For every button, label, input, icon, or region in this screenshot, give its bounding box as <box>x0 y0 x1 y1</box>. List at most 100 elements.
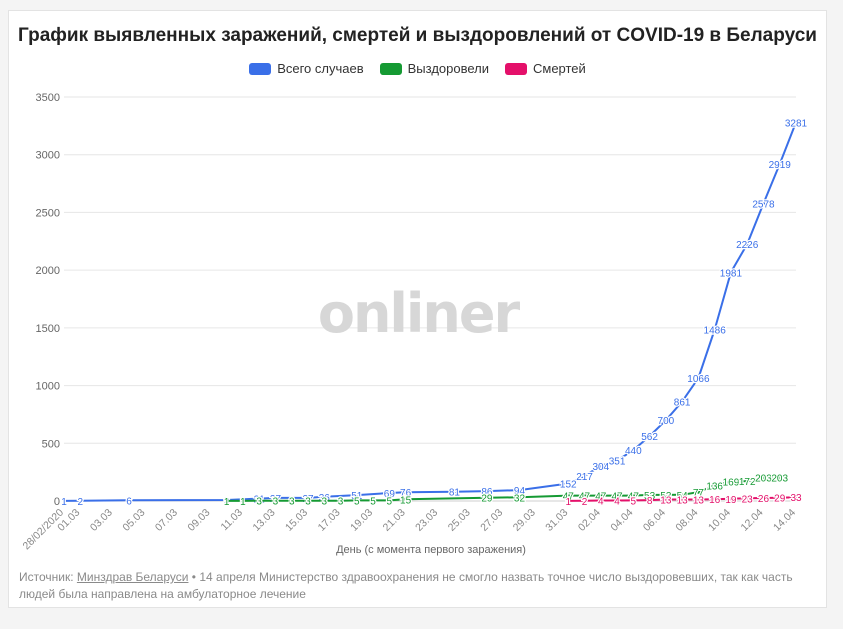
series-total-data-label: 76 <box>400 488 412 499</box>
x-tick-label: 31.03 <box>543 507 570 534</box>
series-total-data-label: 2226 <box>736 240 759 251</box>
series-total-point <box>566 481 570 486</box>
y-tick-label: 500 <box>42 438 60 450</box>
series-recovered-data-label: 172 <box>739 477 756 488</box>
series-total-data-label: 351 <box>609 456 626 467</box>
source-prefix: Источник: <box>19 570 77 584</box>
series-recovered-point <box>322 499 326 503</box>
series-total-point <box>794 120 798 124</box>
series-deaths-point <box>696 497 701 502</box>
y-tick-label: 2000 <box>36 265 60 277</box>
series-total-data-label: 1 <box>61 497 67 508</box>
series-recovered-point <box>290 499 294 503</box>
y-tick-label: 3000 <box>36 150 60 162</box>
series-recovered-data-label: 136 <box>706 481 723 492</box>
legend-label-total: Всего случаев <box>277 61 364 76</box>
series-total-data-label: 861 <box>674 398 691 409</box>
series-total-data-label: 94 <box>514 486 526 497</box>
series-total-point <box>452 490 456 494</box>
series-recovered-point <box>273 499 278 503</box>
series-total-point <box>355 493 359 497</box>
x-tick-label: 21.03 <box>381 507 408 534</box>
series-total-point <box>713 327 717 332</box>
series-recovered-point <box>778 475 782 480</box>
series-total-point <box>631 448 635 452</box>
series-total-point <box>273 496 278 500</box>
series-total-point <box>696 376 701 380</box>
series-deaths-point <box>778 496 782 500</box>
series-recovered-point <box>241 499 245 503</box>
series-recovered-point <box>648 493 652 497</box>
series-recovered-data-label: 32 <box>514 493 526 504</box>
series-total-point <box>680 400 684 404</box>
series-deaths-data-label: 13 <box>693 495 705 506</box>
series-total-point <box>615 458 619 463</box>
series-recovered-point <box>485 496 489 500</box>
legend-item-total[interactable]: Всего случаев <box>249 61 364 76</box>
chart-title: График выявленных заражений, смертей и в… <box>18 25 817 46</box>
series-total-data-label: 1486 <box>704 325 727 336</box>
series-deaths-data-label: 33 <box>790 493 802 504</box>
series-deaths-data-label: 13 <box>677 495 689 506</box>
series-total-data-label: 2 <box>77 497 83 508</box>
chart-card: График выявленных заражений, смертей и в… <box>8 10 827 608</box>
y-tick-label: 0 <box>54 496 60 508</box>
x-tick-label: 02.04 <box>576 507 603 534</box>
series-total-data-label: 2578 <box>752 199 775 210</box>
series-total-point <box>322 495 326 499</box>
x-tick-label: 25.03 <box>446 507 473 534</box>
series-recovered-point <box>599 493 603 498</box>
series-deaths-point <box>631 498 635 503</box>
x-tick-label: 08.04 <box>673 507 700 534</box>
series-recovered-point <box>355 498 359 503</box>
x-tick-label: 23.03 <box>413 507 440 534</box>
series-total-point <box>761 201 766 206</box>
series-total-data-label: 2919 <box>769 160 792 171</box>
series-recovered-data-label: 77 <box>693 488 705 499</box>
series-total-point <box>729 270 733 274</box>
x-tick-label: 14.04 <box>771 507 798 534</box>
series-recovered-data-label: 3 <box>321 497 327 508</box>
series-recovered-point <box>257 499 261 503</box>
series-deaths-data-label: 2 <box>582 497 588 508</box>
series-total-data-label: 86 <box>481 487 493 498</box>
series-recovered-point <box>225 499 229 503</box>
series-deaths-data-label: 4 <box>598 497 604 508</box>
series-recovered-data-label: 5 <box>354 496 360 507</box>
series-recovered-point <box>517 495 522 499</box>
series-total-data-label: 1981 <box>720 268 743 279</box>
series-deaths-point <box>566 499 570 503</box>
series-recovered-point <box>631 493 635 498</box>
legend-swatch-total <box>249 62 272 75</box>
series-deaths-data-label: 23 <box>742 494 754 505</box>
series-total-point <box>404 490 408 494</box>
legend-item-recovered[interactable]: Выздоровели <box>379 61 489 76</box>
x-tick-label: 12.04 <box>739 507 766 534</box>
series-recovered-point <box>566 493 570 498</box>
series-deaths-point <box>745 496 749 500</box>
series-total-point <box>485 489 489 493</box>
chart-legend: Всего случаев Выздоровели Смертей <box>9 61 826 76</box>
series-recovered-point <box>696 490 701 494</box>
series-recovered-point <box>387 498 391 503</box>
series-deaths-data-label: 1 <box>565 497 571 508</box>
legend-swatch-recovered <box>379 62 402 75</box>
series-deaths-data-label: 19 <box>725 495 737 506</box>
series-total-point <box>648 434 652 438</box>
series-total-data-label: 36 <box>319 493 331 504</box>
series-recovered-data-label: 169 <box>723 477 740 488</box>
source-link[interactable]: Минздрав Беларуси <box>76 570 189 584</box>
series-deaths-point <box>713 497 717 501</box>
x-tick-label: 09.03 <box>185 507 212 534</box>
series-deaths-point <box>664 497 668 502</box>
series-deaths-data-label: 29 <box>774 494 786 505</box>
series-recovered-data-label: 5 <box>370 496 376 507</box>
series-recovered-line <box>226 476 780 502</box>
series-total-data-label: 6 <box>126 496 132 507</box>
x-tick-label: 13.03 <box>251 507 278 534</box>
series-deaths-point <box>615 498 619 503</box>
series-total-point <box>306 496 310 500</box>
series-deaths-point <box>648 498 652 502</box>
legend-item-deaths[interactable]: Смертей <box>505 61 586 76</box>
